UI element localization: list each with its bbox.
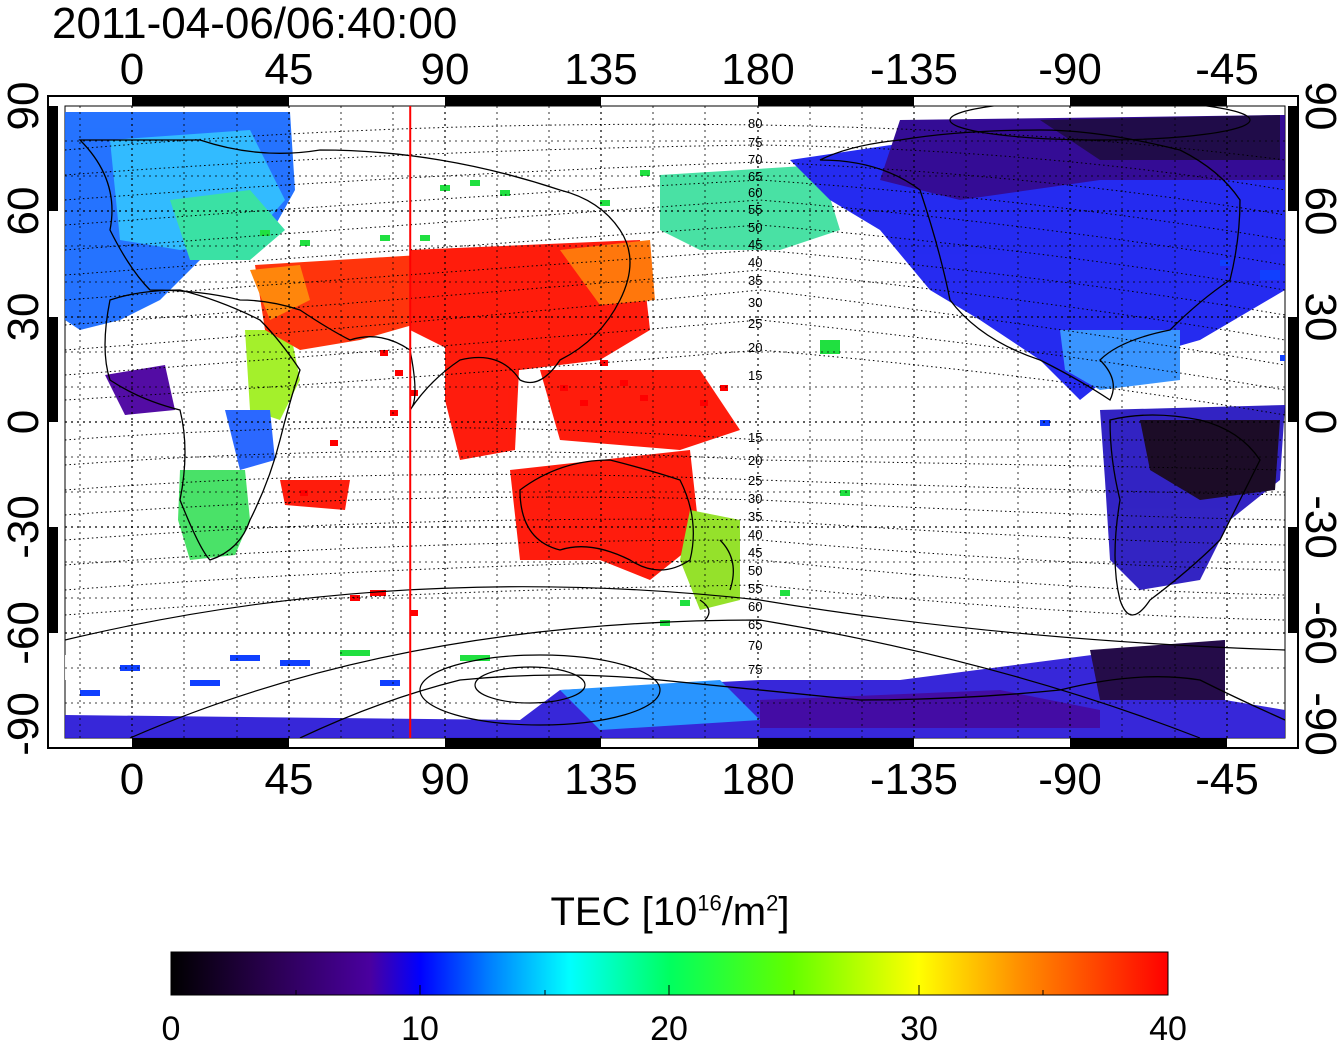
lon-label: 0 — [120, 755, 144, 804]
contour-label: 75 — [748, 135, 762, 150]
lat-label: 30 — [1296, 293, 1340, 342]
lon-label: 90 — [421, 45, 470, 94]
contour-label: 65 — [748, 617, 762, 632]
contour-label: 25 — [748, 316, 762, 331]
contour-label: 45 — [748, 237, 762, 252]
map-content: 80 75 70 65 60 55 50 45 40 35 30 25 20 1… — [65, 106, 1285, 738]
lon-label: -45 — [1195, 755, 1259, 804]
colorbar-title-sup: 16 — [697, 890, 722, 916]
colorbar-tick-label: 20 — [650, 1010, 688, 1042]
magnetic-contours — [65, 123, 1285, 621]
contour-label: 45 — [748, 545, 762, 560]
lon-label: 45 — [265, 45, 314, 94]
contour-label: 30 — [748, 295, 762, 310]
lon-label: -90 — [1038, 755, 1102, 804]
colorbar-title: TEC [1016/m2] — [0, 890, 1340, 935]
lat-label: -60 — [0, 601, 48, 665]
lat-label: 30 — [0, 293, 48, 342]
lat-label: 90 — [1296, 82, 1340, 131]
contour-label: 60 — [748, 185, 762, 200]
lon-label: 180 — [721, 755, 794, 804]
colorbar: 0 10 20 30 40 — [162, 951, 1187, 1042]
map-title: 2011-04-06/06:40:00 — [52, 0, 458, 48]
lon-labels-top: 0 45 90 135 180 -135 -90 -45 — [120, 45, 1259, 94]
contour-label: 40 — [748, 255, 762, 270]
contour-label: 30 — [748, 491, 762, 506]
frame-bars — [48, 96, 1298, 748]
contour-label: 70 — [748, 638, 762, 653]
lat-label: 0 — [0, 410, 48, 434]
lon-labels-bottom: 0 45 90 135 180 -135 -90 -45 — [120, 755, 1259, 804]
contour-label: 50 — [748, 563, 762, 578]
contour-label: 75 — [748, 662, 762, 677]
lat-labels-left: 90 60 30 0 -30 -60 -90 — [0, 82, 48, 756]
lat-label: -30 — [1296, 495, 1340, 559]
lon-label: 135 — [564, 45, 637, 94]
contour-label: 20 — [748, 453, 762, 468]
lat-label: -90 — [0, 692, 48, 756]
lon-label: 90 — [421, 755, 470, 804]
lat-label: 90 — [0, 82, 48, 131]
contour-label: 55 — [748, 581, 762, 596]
lat-label: -90 — [1296, 692, 1340, 756]
contour-label: 55 — [748, 202, 762, 217]
colorbar-title-end: ] — [778, 890, 790, 934]
colorbar-title-sup2: 2 — [766, 890, 779, 916]
coastlines — [78, 129, 1285, 738]
lon-label: 45 — [265, 755, 314, 804]
contour-label: 15 — [748, 430, 762, 445]
lon-label: -135 — [870, 45, 958, 94]
colorbar-title-unit: /m — [721, 890, 767, 934]
lat-label: 0 — [1296, 410, 1340, 434]
contour-label: 20 — [748, 340, 762, 355]
colorbar-tick-label: 40 — [1149, 1010, 1187, 1042]
tec-cells-blue — [80, 260, 1285, 696]
lon-label: 135 — [564, 755, 637, 804]
colorbar-title-main: TEC [10 — [550, 890, 698, 934]
lon-label: 180 — [721, 45, 794, 94]
contour-label: 70 — [748, 152, 762, 167]
colorbar-tick-label: 0 — [162, 1010, 181, 1042]
contour-label: 80 — [748, 116, 762, 131]
contour-label: 35 — [748, 509, 762, 524]
lat-labels-right: 90 60 30 0 -30 -60 -90 — [1296, 82, 1340, 756]
contour-label: 25 — [748, 473, 762, 488]
contour-label: 65 — [748, 169, 762, 184]
lon-label: -135 — [870, 755, 958, 804]
contour-labels: 80 75 70 65 60 55 50 45 40 35 30 25 20 1… — [748, 116, 762, 677]
contour-label: 40 — [748, 527, 762, 542]
tec-cells-green — [260, 170, 850, 661]
contour-label: 35 — [748, 273, 762, 288]
lat-label: 60 — [1296, 187, 1340, 236]
lon-label: -45 — [1195, 45, 1259, 94]
tec-patches — [65, 112, 1285, 738]
contour-label: 15 — [748, 368, 762, 383]
colorbar-tick-label: 30 — [900, 1010, 938, 1042]
lat-label: 60 — [0, 187, 48, 236]
contour-label: 50 — [748, 220, 762, 235]
contour-label: 60 — [748, 599, 762, 614]
lon-label: -90 — [1038, 45, 1102, 94]
magnetic-contours-solid — [65, 106, 1285, 738]
lat-label: -60 — [1296, 601, 1340, 665]
lon-label: 0 — [120, 45, 144, 94]
lat-label: -30 — [0, 495, 48, 559]
colorbar-tick-label: 10 — [401, 1010, 439, 1042]
